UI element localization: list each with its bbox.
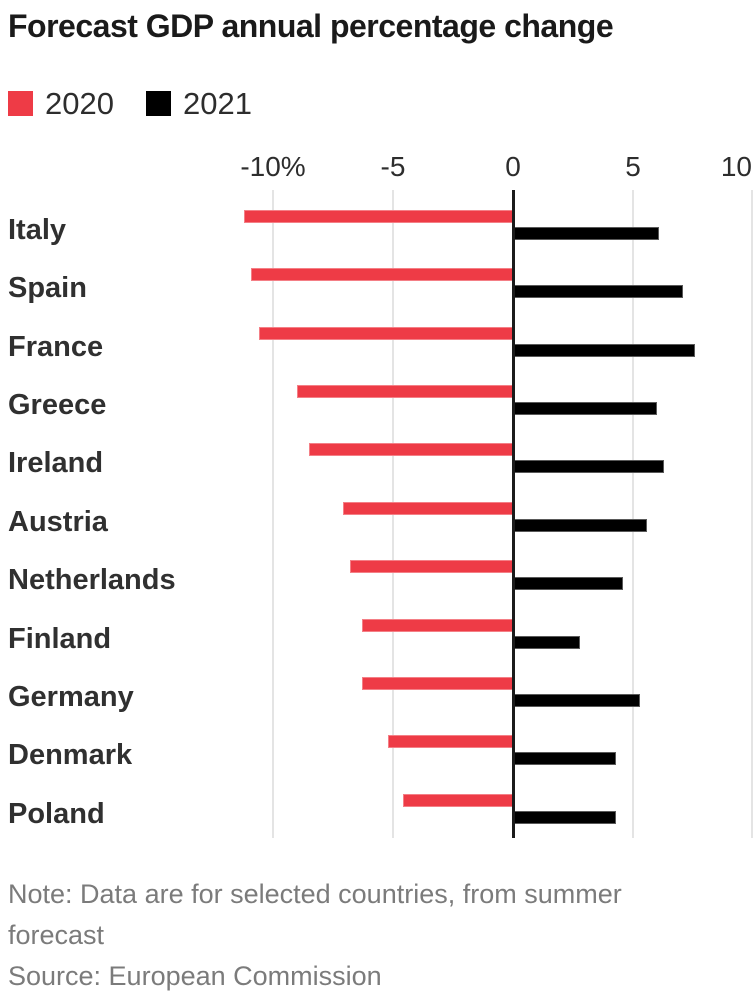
bar-2020-poland bbox=[402, 793, 513, 807]
bar-2020-spain bbox=[251, 268, 513, 282]
gridline-5 bbox=[632, 190, 634, 838]
legend-label-2020: 2020 bbox=[45, 86, 114, 121]
bar-2021-france bbox=[513, 343, 696, 357]
bar-2021-finland bbox=[513, 635, 581, 649]
row-label-germany: Germany bbox=[8, 680, 134, 713]
bar-2021-italy bbox=[513, 227, 660, 240]
row-label-austria: Austria bbox=[8, 505, 108, 538]
row-label-france: France bbox=[8, 330, 104, 363]
bar-2021-netherlands bbox=[513, 577, 624, 591]
row-label-denmark: Denmark bbox=[8, 739, 133, 772]
bar-2020-italy bbox=[244, 210, 513, 223]
bar-2020-germany bbox=[361, 676, 513, 690]
bar-2020-greece bbox=[297, 385, 513, 399]
row-label-netherlands: Netherlands bbox=[8, 564, 176, 597]
gridline--10 bbox=[272, 190, 274, 838]
bar-2021-germany bbox=[513, 693, 641, 707]
x-axis: -10% -5 0 5 10 bbox=[0, 151, 754, 187]
legend-label-2021: 2021 bbox=[182, 86, 252, 121]
x-tick-label-5: 5 bbox=[625, 151, 641, 182]
bar-2020-netherlands bbox=[349, 560, 513, 574]
bar-2020-denmark bbox=[388, 735, 513, 749]
bar-2020-finland bbox=[361, 618, 513, 632]
bar-2021-austria bbox=[513, 518, 648, 532]
row-label-ireland: Ireland bbox=[8, 447, 104, 480]
x-tick-label--10: -10% bbox=[240, 151, 306, 182]
source-text: Source: European Commission bbox=[8, 961, 382, 992]
legend-swatch-2021 bbox=[145, 91, 171, 116]
row-label-finland: Finland bbox=[8, 622, 112, 655]
bar-2020-ireland bbox=[309, 443, 513, 457]
row-label-greece: Greece bbox=[8, 389, 107, 422]
chart-legend: 2020 2021 bbox=[8, 88, 252, 119]
gridline-10 bbox=[751, 190, 753, 838]
chart-title: Forecast GDP annual percentage change bbox=[8, 8, 614, 44]
zero-axis-line bbox=[512, 190, 515, 838]
row-label-poland: Poland bbox=[8, 797, 105, 830]
bar-2021-spain bbox=[513, 285, 684, 299]
x-tick-label--5: -5 bbox=[380, 151, 406, 182]
note-text: Note: Data are for selected countries, f… bbox=[8, 879, 622, 951]
plot-area: Italy Spain France Greece Ireland Austria Neth… bbox=[0, 190, 754, 838]
legend-swatch-2020 bbox=[8, 91, 33, 116]
bar-2021-poland bbox=[513, 810, 617, 824]
bar-2021-denmark bbox=[513, 752, 617, 766]
bar-2021-greece bbox=[513, 402, 657, 416]
row-label-spain: Spain bbox=[8, 272, 87, 305]
x-tick-label-10: 10 bbox=[720, 151, 752, 182]
row-label-italy: Italy bbox=[8, 214, 67, 246]
legend-item-2021: 2021 bbox=[145, 86, 252, 121]
bar-2020-austria bbox=[342, 501, 513, 515]
bar-2021-ireland bbox=[513, 460, 665, 474]
x-tick-label-0: 0 bbox=[505, 151, 521, 182]
bar-2020-france bbox=[258, 326, 513, 340]
chart-footer: Note: Data are for selected countries, f… bbox=[8, 874, 746, 997]
legend-item-2020: 2020 bbox=[8, 88, 114, 119]
